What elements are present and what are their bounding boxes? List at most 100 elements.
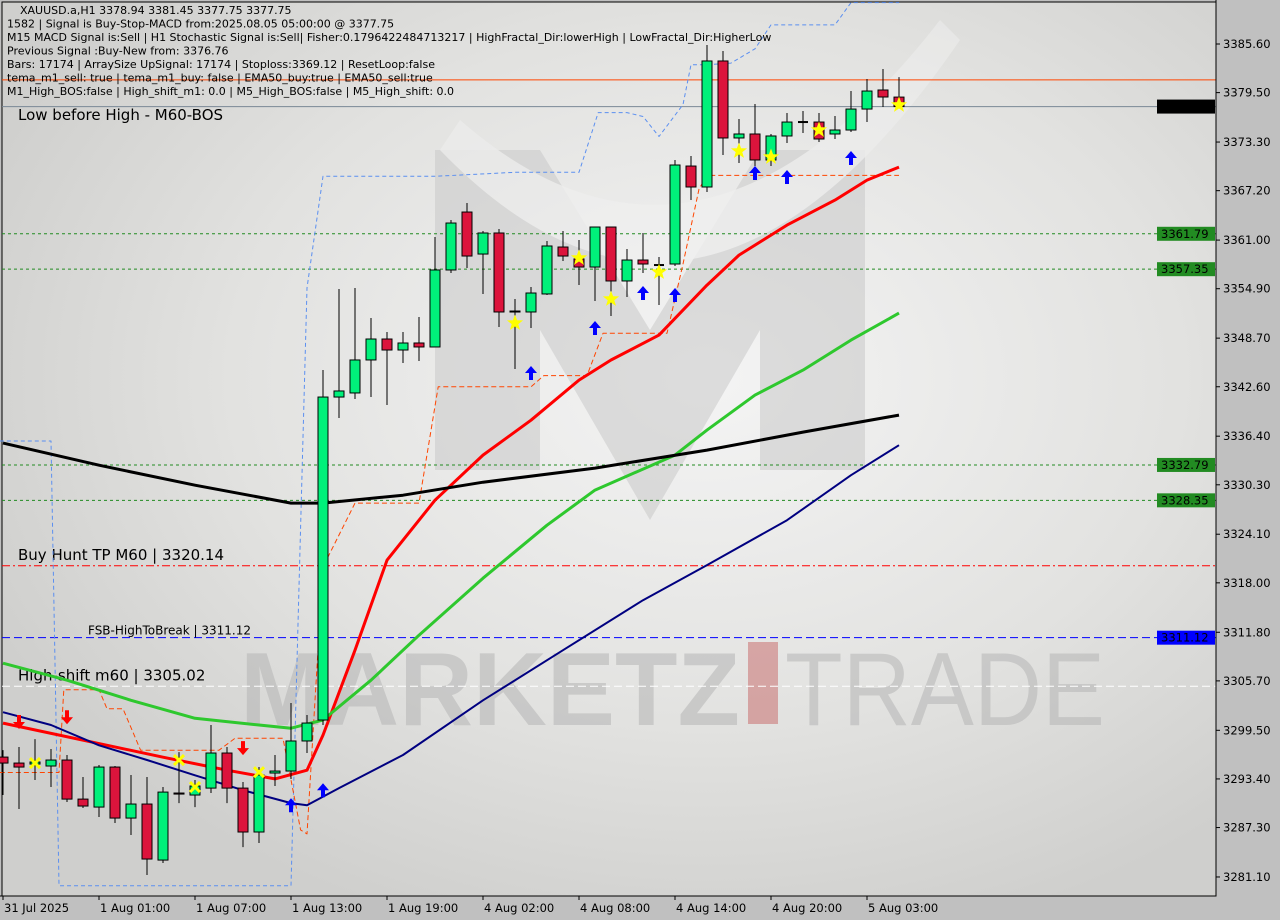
candle-body-bull xyxy=(269,770,281,774)
candle xyxy=(397,331,409,363)
price-badge xyxy=(1157,99,1215,114)
candle-body-bull xyxy=(621,259,633,282)
candle-body-bear xyxy=(493,232,505,313)
candle xyxy=(798,111,808,134)
price-badge-label: 3328.35 xyxy=(1161,493,1209,507)
price-badge-label: 3357.35 xyxy=(1161,262,1209,276)
info-line-bos: M1_High_BOS:false | High_shift_m1: 0.0 |… xyxy=(7,85,454,98)
time-tick-label: 5 Aug 03:00 xyxy=(868,901,938,915)
info-line-oscillators: M15 MACD Signal is:Sell | H1 Stochastic … xyxy=(7,31,771,44)
info-line-previous-signal: Previous Signal :Buy-New from: 3376.76 xyxy=(7,45,229,58)
time-tick-label: 1 Aug 19:00 xyxy=(388,901,458,915)
buy-arrow-icon xyxy=(525,366,537,381)
level-label: FSB-HighToBreak | 3311.12 xyxy=(88,624,251,638)
watermark-swoosh xyxy=(440,20,960,263)
candle-body-bear xyxy=(877,89,889,98)
ema-red-line xyxy=(2,165,900,781)
price-tick-label: 3281.10 xyxy=(1223,870,1271,884)
price-badge xyxy=(1157,457,1215,472)
candle-body-bear xyxy=(0,756,9,764)
candle xyxy=(701,45,713,193)
candle xyxy=(829,116,841,140)
buy-arrow-icon xyxy=(749,166,761,181)
candle xyxy=(285,703,297,780)
candle-body-bull xyxy=(349,359,361,394)
candle xyxy=(93,765,105,818)
candle xyxy=(157,787,169,864)
time-tick-label: 1 Aug 13:00 xyxy=(292,901,362,915)
candle-body-bull xyxy=(45,759,57,767)
candle xyxy=(509,298,521,369)
candle-body-bull xyxy=(285,740,297,772)
candle xyxy=(381,331,393,406)
candle xyxy=(365,317,377,398)
info-line-signal: 1582 | Signal is Buy-Stop-MACD from:2025… xyxy=(7,18,394,31)
candle-body-bull xyxy=(301,722,313,742)
candle-body-bull xyxy=(317,396,329,721)
watermark-text-right: TRADE xyxy=(785,632,1105,748)
candle-body-bull xyxy=(525,292,537,313)
candle xyxy=(877,69,889,108)
candle xyxy=(541,240,553,296)
candle xyxy=(621,249,633,297)
level-label: Buy Hunt TP M60 | 3320.14 xyxy=(18,546,224,564)
price-tick-label: 3373.30 xyxy=(1223,135,1271,149)
time-axis[interactable]: 31 Jul 2025 1 Aug 01:00 1 Aug 07:00 1 Aug 1… xyxy=(0,895,1216,915)
candle xyxy=(637,232,649,274)
candle xyxy=(61,755,73,803)
candle xyxy=(685,155,697,200)
star-icon xyxy=(506,314,524,330)
candle-body-bear xyxy=(173,792,185,795)
candle xyxy=(109,766,121,824)
price-badge-label: 3311.12 xyxy=(1161,631,1209,645)
candle xyxy=(461,203,473,268)
price-tick-label: 3348.70 xyxy=(1223,331,1271,345)
candle xyxy=(253,767,265,844)
candle xyxy=(781,113,793,143)
sell-arrow-icon xyxy=(237,741,249,756)
candle-body-bear xyxy=(749,133,761,161)
info-panel: XAUUSD.a,H1 3378.94 3381.45 3377.75 3377… xyxy=(7,4,771,124)
candle-body-bull xyxy=(333,390,345,398)
watermark-text-left: MARKETZ xyxy=(240,632,740,748)
star-icon xyxy=(890,96,908,112)
candle-body-bull xyxy=(829,129,841,135)
price-tick-label: 3299.50 xyxy=(1223,723,1271,737)
candle xyxy=(0,750,9,796)
candle xyxy=(589,226,601,301)
sell-arrow-icon xyxy=(61,710,73,725)
price-axis[interactable]: 3385.60 3379.50 3373.30 3367.20 3361.00 3354.… xyxy=(1157,0,1271,896)
candle xyxy=(861,78,873,123)
candle-body-bull xyxy=(397,342,409,351)
buy-arrow-icon xyxy=(669,288,681,303)
price-tick-label: 3336.40 xyxy=(1223,429,1271,443)
candle xyxy=(141,777,153,876)
time-tick-label: 4 Aug 14:00 xyxy=(676,901,746,915)
star-icon xyxy=(650,263,668,279)
price-tick-label: 3379.50 xyxy=(1223,86,1271,100)
candle xyxy=(477,230,489,294)
price-tick-label: 3354.90 xyxy=(1223,282,1271,296)
candles xyxy=(0,45,905,876)
price-tick-label: 3342.60 xyxy=(1223,380,1271,394)
candle-body-bull xyxy=(781,121,793,137)
candle xyxy=(717,51,729,156)
indicator-lines xyxy=(0,2,900,887)
candle xyxy=(125,775,137,836)
candle xyxy=(429,236,441,348)
candle xyxy=(221,747,233,804)
candle xyxy=(733,119,745,164)
price-badge-label: 3377.75 xyxy=(1161,100,1209,114)
sell-arrow-icon xyxy=(13,715,25,730)
candle-body-bull xyxy=(861,90,873,110)
envelope-line xyxy=(0,2,899,887)
star-icon xyxy=(810,121,828,137)
candle xyxy=(77,777,89,809)
price-tick-label: 3287.30 xyxy=(1223,821,1271,835)
cross-mark-icon xyxy=(188,780,202,794)
candle-body-bear xyxy=(61,759,73,800)
buy-arrow-icon xyxy=(637,286,649,301)
time-tick-label: 1 Aug 07:00 xyxy=(196,901,266,915)
candle xyxy=(45,749,57,788)
